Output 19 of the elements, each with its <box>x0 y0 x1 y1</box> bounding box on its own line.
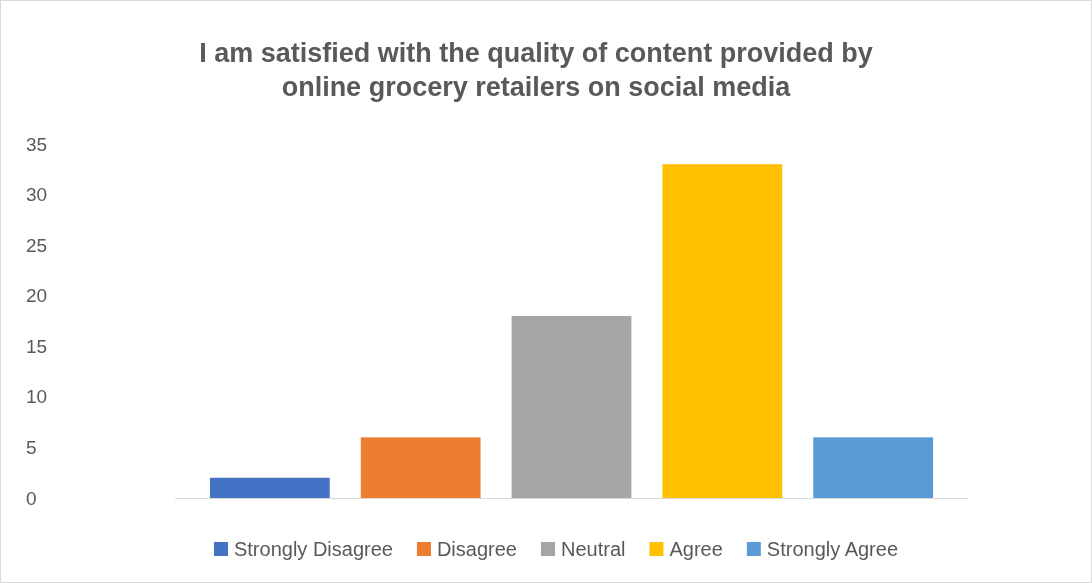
bar <box>662 164 783 498</box>
y-tick-label: 10 <box>26 386 48 408</box>
legend-label: Neutral <box>560 538 626 560</box>
chart-title: I am satisfied with the quality of content provided by online grocery retailers on social media <box>199 38 873 102</box>
bar <box>209 477 330 498</box>
y-tick-label: 0 <box>26 487 37 509</box>
legend-label: Strongly Disagree <box>233 538 393 560</box>
y-tick-label: 30 <box>26 184 48 206</box>
y-tick-label: 5 <box>26 437 37 459</box>
legend-label: Agree <box>669 538 723 560</box>
legend-label: Disagree <box>436 538 517 560</box>
bar <box>360 437 481 498</box>
legend-label: Strongly Agree <box>766 538 899 560</box>
bar <box>813 437 934 498</box>
y-tick-label: 25 <box>26 234 48 256</box>
bar <box>511 315 632 498</box>
y-tick-label: 15 <box>26 335 48 357</box>
y-tick-label: 20 <box>26 285 48 307</box>
y-tick-label: 35 <box>26 133 48 155</box>
